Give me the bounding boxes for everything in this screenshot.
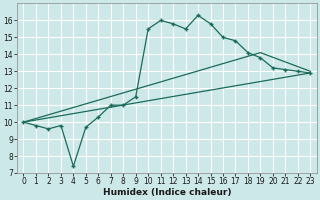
X-axis label: Humidex (Indice chaleur): Humidex (Indice chaleur) xyxy=(103,188,231,197)
